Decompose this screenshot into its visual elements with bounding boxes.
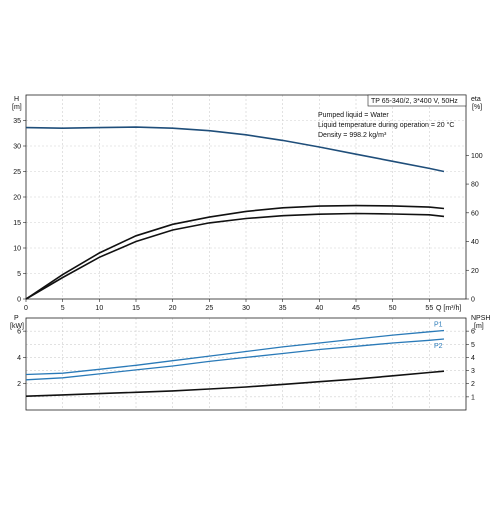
x-tick-label: 40: [315, 305, 323, 312]
x-tick-label: 55: [425, 305, 433, 312]
npsh-axis-title: NPSH: [471, 315, 490, 322]
y-tick-label: 10: [13, 246, 21, 253]
power-curve-p2: [25, 338, 445, 381]
power-curve-p1: [25, 329, 445, 376]
y-tick-label: 15: [13, 220, 21, 227]
x-tick-label: 15: [132, 305, 140, 312]
y-tick-label: 0: [17, 297, 21, 304]
eta-tick-label: 0: [471, 297, 475, 304]
eta-tick-label: 100: [471, 153, 483, 160]
x-tick-label: 0: [24, 305, 28, 312]
efficiency-curve-1: [25, 204, 445, 300]
p-axis-unit: [kW]: [10, 323, 24, 330]
x-tick-label: 30: [242, 305, 250, 312]
density-label: Density = 998.2 kg/m³: [318, 132, 387, 139]
pumped-liquid-label: Pumped liquid = Water: [318, 112, 389, 119]
eta-tick-label: 80: [471, 182, 479, 189]
pump-model-label: TP 65-340/2, 3*400 V, 50Hz: [371, 98, 458, 105]
eta-tick-label: 20: [471, 268, 479, 275]
y-axis-unit: [m]: [12, 104, 22, 111]
npsh-tick-label: 1: [471, 394, 475, 401]
npsh-tick-label: 5: [471, 342, 475, 349]
series-label-p2: P2: [434, 343, 443, 350]
p-tick-label: 4: [17, 355, 21, 362]
y-tick-label: 35: [13, 118, 21, 125]
y-tick-label: 5: [17, 271, 21, 278]
x-tick-label: 50: [389, 305, 397, 312]
y-tick-label: 25: [13, 169, 21, 176]
y-axis-title: H: [14, 96, 19, 103]
x-tick-label: 10: [95, 305, 103, 312]
npsh-tick-label: 6: [471, 329, 475, 336]
npsh-tick-label: 3: [471, 368, 475, 375]
x-axis-label: Q [m³/h]: [436, 305, 461, 312]
npsh-axis-unit: [m]: [474, 323, 484, 330]
head-curve: [25, 126, 445, 173]
npsh-tick-label: 4: [471, 355, 475, 362]
x-tick-label: 20: [169, 305, 177, 312]
p-tick-label: 6: [17, 329, 21, 336]
series-label-p1: P1: [434, 321, 443, 328]
x-tick-label: 35: [279, 305, 287, 312]
eta-tick-label: 40: [471, 239, 479, 246]
y-tick-label: 30: [13, 144, 21, 151]
eta-tick-label: 60: [471, 210, 479, 217]
p-tick-label: 2: [17, 381, 21, 388]
x-tick-label: 45: [352, 305, 360, 312]
x-tick-label: 5: [61, 305, 65, 312]
p-axis-title: P: [14, 315, 19, 322]
npsh-tick-label: 2: [471, 381, 475, 388]
plot-frame-bottom: [25, 317, 467, 411]
eta-axis-title: eta: [471, 96, 481, 103]
efficiency-curve-2: [25, 212, 445, 300]
eta-axis-unit: [%]: [472, 104, 482, 111]
x-tick-label: 25: [205, 305, 213, 312]
npsh-curve: [25, 370, 445, 397]
pump-model-box: [367, 94, 467, 107]
liquid-temperature-label: Liquid temperature during operation = 20…: [318, 121, 454, 129]
y-tick-label: 20: [13, 195, 21, 202]
